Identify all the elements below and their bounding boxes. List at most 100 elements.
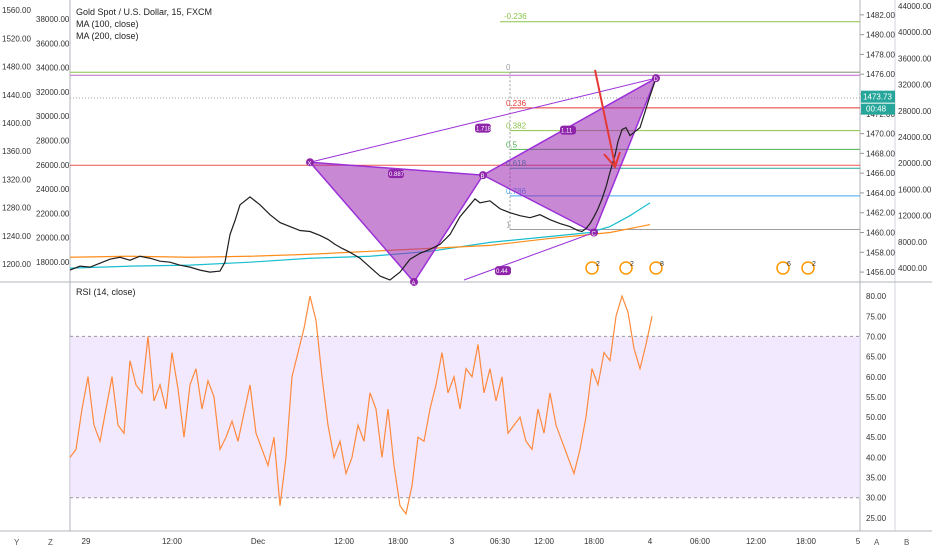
pattern-point-x [306, 158, 314, 167]
rsi-tick-label: 80.00 [866, 292, 887, 301]
pattern-line-xd [309, 77, 657, 163]
pattern-point-label: C [592, 232, 597, 238]
pattern-point-a [410, 277, 418, 286]
rsi-tick-label: 40.00 [866, 453, 887, 462]
x-axis-tick-label: 4 [648, 537, 653, 546]
event-count: 2 [630, 261, 634, 268]
corner-label-a[interactable]: A [874, 538, 880, 547]
price-line [69, 80, 656, 281]
right-inner-tick-label: 1468.00 [866, 149, 895, 158]
right-inner-tick-label: 1462.00 [866, 209, 895, 218]
x-axis-tick-label: 18:00 [796, 537, 817, 546]
fib-level-label: 0.236 [506, 99, 527, 108]
left-outer-tick-label: 1520.00 [2, 34, 31, 43]
right-inner-tick-label: 1476.00 [866, 70, 895, 79]
pattern-ratio-badge [388, 169, 404, 179]
pattern-ratio-label: 0.44 [496, 269, 508, 275]
left-outer-tick-label: 1320.00 [2, 175, 31, 184]
projection-arrow-shaft [594, 69, 616, 166]
left-inner-tick-label: 18000.00 [36, 258, 70, 267]
x-axis-tick-label: 12:00 [334, 537, 355, 546]
symbol-title[interactable]: Gold Spot / U.S. Dollar, 15, FXCM [76, 7, 213, 17]
rsi-tick-label: 75.00 [866, 312, 887, 321]
rsi-legend[interactable]: RSI (14, close) [76, 287, 136, 297]
left-outer-tick-label: 1440.00 [2, 91, 31, 100]
legend-block: Gold Spot / U.S. Dollar, 15, FXCM MA (10… [76, 6, 212, 42]
rsi-tick-label: 30.00 [866, 494, 887, 503]
left-outer-tick-label: 1280.00 [2, 204, 31, 213]
pattern-point-b [479, 171, 487, 180]
price-badge [861, 90, 895, 103]
x-axis-tick-label: Dec [251, 537, 265, 546]
rsi-line [69, 294, 653, 516]
pattern-ratio-label: 1.11 [561, 129, 573, 135]
right-inner-tick-label: 1460.00 [866, 229, 895, 238]
event-flag-icon [585, 261, 599, 275]
left-outer-tick-label: 1360.00 [2, 147, 31, 156]
corner-label-b[interactable]: B [904, 538, 910, 547]
x-axis-tick-label: 12:00 [534, 537, 555, 546]
rsi-tick-label: 50.00 [866, 413, 887, 422]
rsi-tick-label: 55.00 [866, 393, 887, 402]
ma200-legend[interactable]: MA (200, close) [76, 31, 139, 41]
event-flag-icon [619, 261, 633, 275]
left-outer-tick-label: 1480.00 [2, 63, 31, 72]
event-flag-icon [776, 261, 790, 275]
rsi-tick-label: 35.00 [866, 474, 887, 483]
right-outer-tick-label: 36000.00 [898, 54, 932, 63]
left-inner-tick-label: 34000.00 [36, 64, 70, 73]
fib-level-label: 1 [506, 221, 511, 230]
pattern-triangle-xab [308, 161, 485, 284]
pattern-ratio-badge [475, 123, 491, 133]
corner-label-y[interactable]: Y [14, 538, 20, 547]
event-count: 8 [660, 261, 664, 268]
left-inner-tick-label: 24000.00 [36, 185, 70, 194]
x-axis-tick-label: 12:00 [746, 537, 767, 546]
right-inner-tick-label: 1478.00 [866, 50, 895, 59]
right-outer-tick-label: 40000.00 [898, 28, 932, 37]
event-count: 2 [812, 261, 816, 268]
rsi-tick-label: 25.00 [866, 514, 887, 523]
x-axis-tick-label: 06:00 [690, 537, 711, 546]
pattern-point-label: D [654, 77, 659, 83]
left-outer-tick-label: 1200.00 [2, 260, 31, 269]
x-axis-tick-label: 06:30 [490, 537, 511, 546]
fib-level-label: 0.382 [506, 122, 527, 131]
left-inner-tick-label: 32000.00 [36, 88, 70, 97]
left-outer-tick-label: 1240.00 [2, 232, 31, 241]
x-axis-tick-label: 18:00 [584, 537, 605, 546]
event-count: 2 [596, 261, 600, 268]
rsi-band [70, 336, 860, 498]
x-axis-tick-label: 3 [450, 537, 455, 546]
pattern-ratio-label: 1.718 [476, 127, 492, 133]
right-inner-tick-label: 1480.00 [866, 31, 895, 40]
x-axis-tick-label: 5 [856, 537, 861, 546]
right-inner-tick-label: 1464.00 [866, 189, 895, 198]
event-count: 6 [787, 261, 791, 268]
right-inner-tick-label: 1456.00 [866, 268, 895, 277]
x-axis-tick-label: 12:00 [162, 537, 183, 546]
right-outer-tick-label: 32000.00 [898, 81, 932, 90]
rsi-tick-label: 70.00 [866, 332, 887, 341]
fib-level-label: 0.5 [506, 140, 518, 149]
rsi-tick-label: 45.00 [866, 433, 887, 442]
pattern-point-c [590, 228, 598, 237]
left-inner-tick-label: 30000.00 [36, 112, 70, 121]
right-outer-tick-label: 28000.00 [898, 107, 932, 116]
ma100-legend[interactable]: MA (100, close) [76, 19, 139, 29]
left-inner-tick-label: 28000.00 [36, 137, 70, 146]
pattern-line-ac [463, 232, 595, 281]
right-outer-tick-label: 20000.00 [898, 159, 932, 168]
right-inner-tick-label: 1470.00 [866, 130, 895, 139]
corner-label-z[interactable]: Z [48, 538, 53, 547]
right-inner-tick-label: 1458.00 [866, 248, 895, 257]
timer-badge [861, 103, 895, 115]
pattern-ratio-badge [560, 125, 576, 135]
pattern-ratio-label: 0.887 [389, 172, 405, 178]
rsi-tick-label: 60.00 [866, 373, 887, 382]
right-outer-tick-label: 44000.00 [898, 2, 932, 11]
right-outer-tick-label: 24000.00 [898, 133, 932, 142]
right-outer-tick-label: 16000.00 [898, 185, 932, 194]
